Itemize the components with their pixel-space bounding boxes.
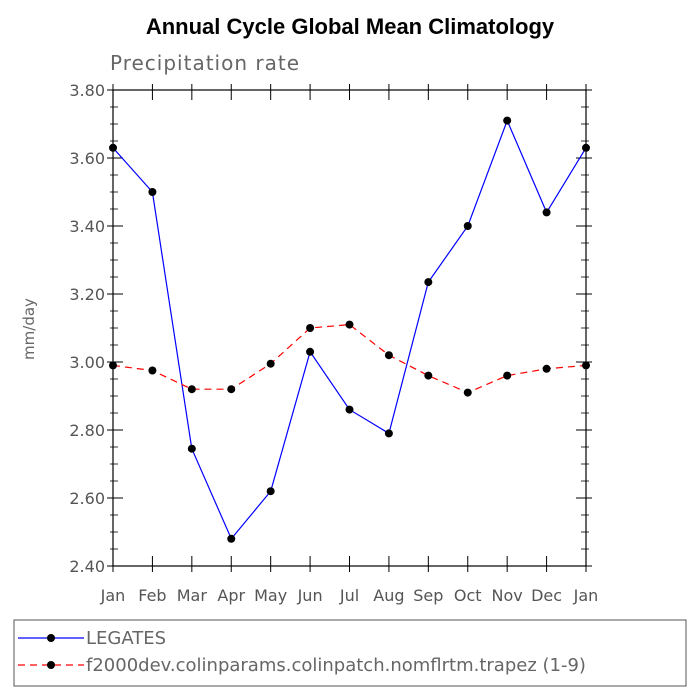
data-point-1 [227, 385, 236, 394]
y-tick-labels: 2.40 2.60 2.80 3.00 3.20 3.40 3.60 3.80 [69, 81, 105, 576]
chart-subtitle: Precipitation rate [110, 51, 300, 75]
x-tick-label: Mar [177, 586, 208, 605]
y-tick-label: 2.40 [69, 557, 105, 576]
x-tick-labels: Jan Feb Mar Apr May Jun Jul Aug Sep Oct Nov Dec Jan [100, 586, 599, 605]
chart-title: Annual Cycle Global Mean Climatology [146, 14, 555, 39]
x-tick-label: Aug [373, 586, 404, 605]
plot-frame [112, 89, 587, 567]
data-point-0 [187, 444, 196, 453]
y-axis-label: mm/day [20, 298, 38, 360]
data-point-0 [384, 429, 393, 438]
y-tick-label: 3.40 [69, 217, 105, 236]
y-tick-label: 3.00 [69, 353, 105, 372]
x-tick-label: Oct [454, 586, 482, 605]
data-point-1 [424, 371, 433, 380]
data-point-1 [306, 324, 315, 332]
data-point-0 [266, 487, 275, 496]
x-tick-label: Jul [339, 586, 359, 605]
data-point-0 [227, 534, 236, 543]
legend-box [13, 619, 687, 687]
legend-label-model: f2000dev.colinparams.colinpatch.nomflrtm… [86, 655, 586, 676]
data-point-1 [503, 371, 512, 380]
data-point-1 [266, 359, 275, 368]
legend-marker-legates [47, 634, 55, 642]
data-point-0 [306, 347, 315, 356]
data-point-1 [384, 351, 393, 360]
x-tick-label: Nov [492, 586, 523, 605]
x-tick-label: Jan [100, 586, 126, 605]
data-point-1 [542, 364, 551, 373]
y-tick-label: 2.80 [69, 421, 105, 440]
legend-label-legates: LEGATES [86, 628, 166, 649]
legend: LEGATES f2000dev.colinparams.colinpatch.… [13, 619, 687, 687]
y-tick-label: 3.80 [69, 81, 105, 100]
y-tick-label: 2.60 [69, 489, 105, 508]
data-point-0 [424, 278, 433, 287]
data-point-1 [187, 385, 196, 394]
data-point-0 [463, 222, 472, 230]
series-layer [109, 116, 590, 543]
y-tick-label: 3.60 [69, 149, 105, 168]
data-point-0 [542, 208, 551, 217]
x-tick-label: Sep [413, 586, 443, 605]
x-tick-label: Apr [217, 586, 245, 605]
x-tick-label: Feb [138, 586, 166, 605]
legend-marker-model [47, 661, 55, 669]
data-point-0 [148, 188, 157, 196]
x-tick-label: May [254, 586, 287, 605]
x-tick-label: Jan [573, 586, 599, 605]
x-tick-label: Dec [531, 586, 562, 605]
data-point-1 [148, 366, 157, 375]
data-point-1 [463, 388, 472, 397]
series-line-1 [112, 323, 587, 394]
y-tick-label: 3.20 [69, 285, 105, 304]
series-line-0 [112, 118, 587, 540]
data-point-1 [345, 320, 354, 329]
x-tick-label: Jun [297, 586, 323, 605]
data-point-0 [345, 405, 354, 414]
data-point-0 [503, 116, 512, 125]
